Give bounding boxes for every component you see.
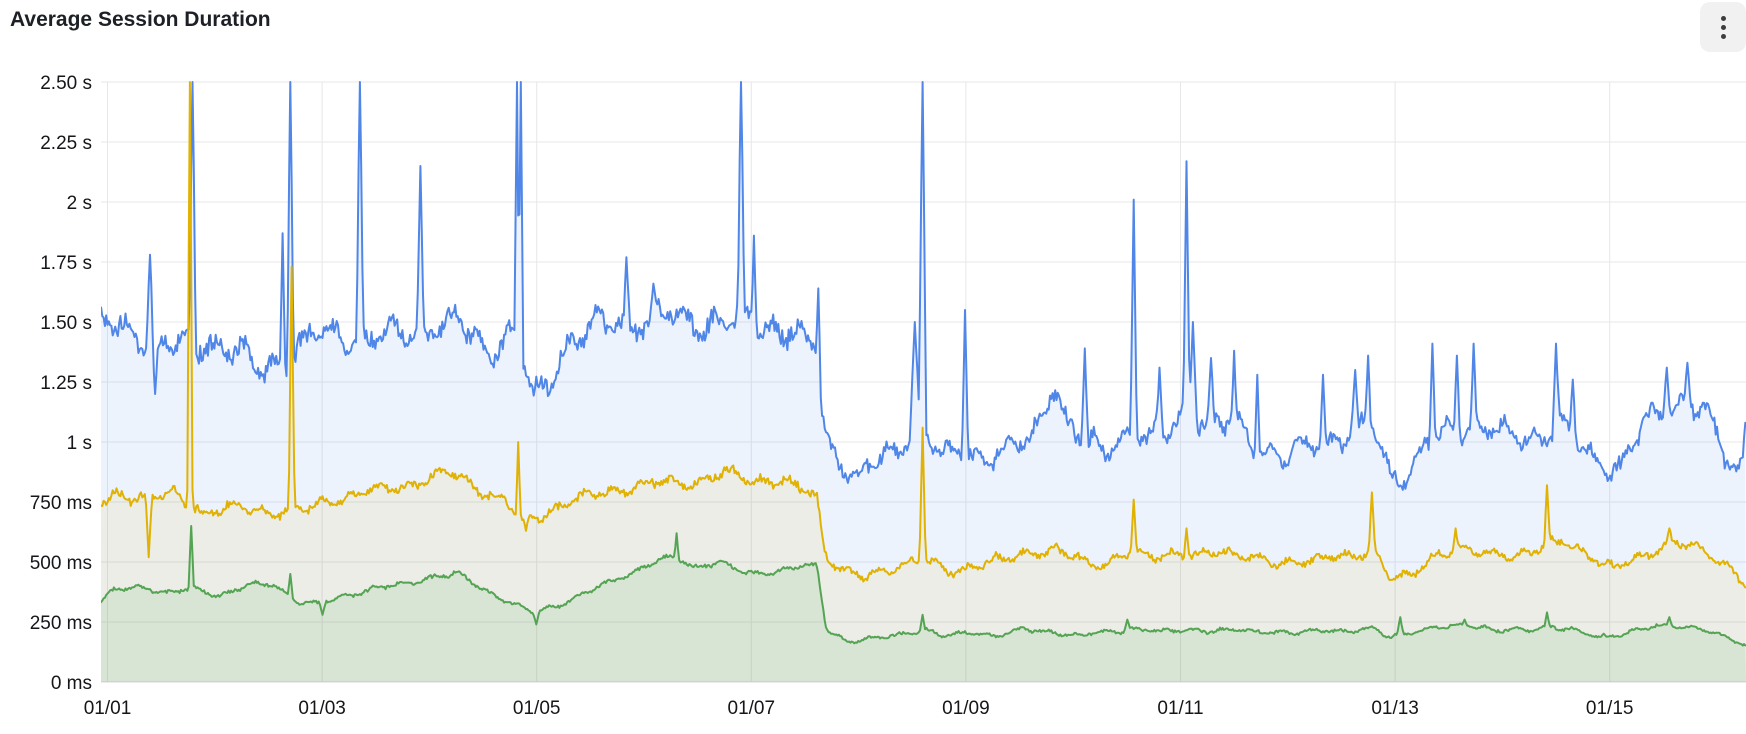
x-tick-label: 01/01: [84, 698, 132, 719]
y-tick-label: 1.75 s: [40, 253, 92, 274]
x-tick-label: 01/15: [1586, 698, 1634, 719]
y-tick-label: 1.25 s: [40, 373, 92, 394]
x-tick-label: 01/07: [728, 698, 776, 719]
kebab-dot: [1720, 15, 1726, 21]
panel-menu-kebab-icon[interactable]: [1700, 2, 1746, 52]
x-tick-label: 01/05: [513, 698, 561, 719]
series-blue-line: [101, 81, 1746, 491]
panel-title: Average Session Duration: [10, 8, 271, 31]
y-tick-label: 0 ms: [51, 673, 92, 694]
y-tick-label: 2.25 s: [40, 133, 92, 154]
x-tick-label: 01/11: [1157, 698, 1203, 719]
y-tick-label: 1.50 s: [40, 313, 92, 334]
x-tick-label: 01/03: [298, 698, 346, 719]
y-tick-label: 750 ms: [30, 493, 92, 514]
x-tick-label: 01/13: [1371, 698, 1419, 719]
series-green-area: [101, 526, 1746, 682]
x-tick-label: 01/09: [942, 698, 990, 719]
y-tick-label: 2 s: [67, 193, 92, 214]
plot-area[interactable]: [101, 82, 1746, 682]
axis-labels: 0 ms 250 ms 500 ms 750 ms 1 s 1.25 s 1.50 s 1.7…: [30, 73, 1634, 719]
kebab-dot: [1720, 33, 1726, 39]
series-blue-area: [101, 82, 1746, 682]
series-yellow-line: [101, 81, 1746, 589]
series-yellow-area: [101, 82, 1746, 682]
y-tick-label: 2.50 s: [40, 73, 92, 94]
y-tick-label: 500 ms: [30, 553, 92, 574]
y-tick-label: 1 s: [67, 433, 92, 454]
kebab-dot: [1720, 24, 1726, 30]
y-tick-label: 250 ms: [30, 613, 92, 634]
series-green-line: [101, 525, 1746, 647]
